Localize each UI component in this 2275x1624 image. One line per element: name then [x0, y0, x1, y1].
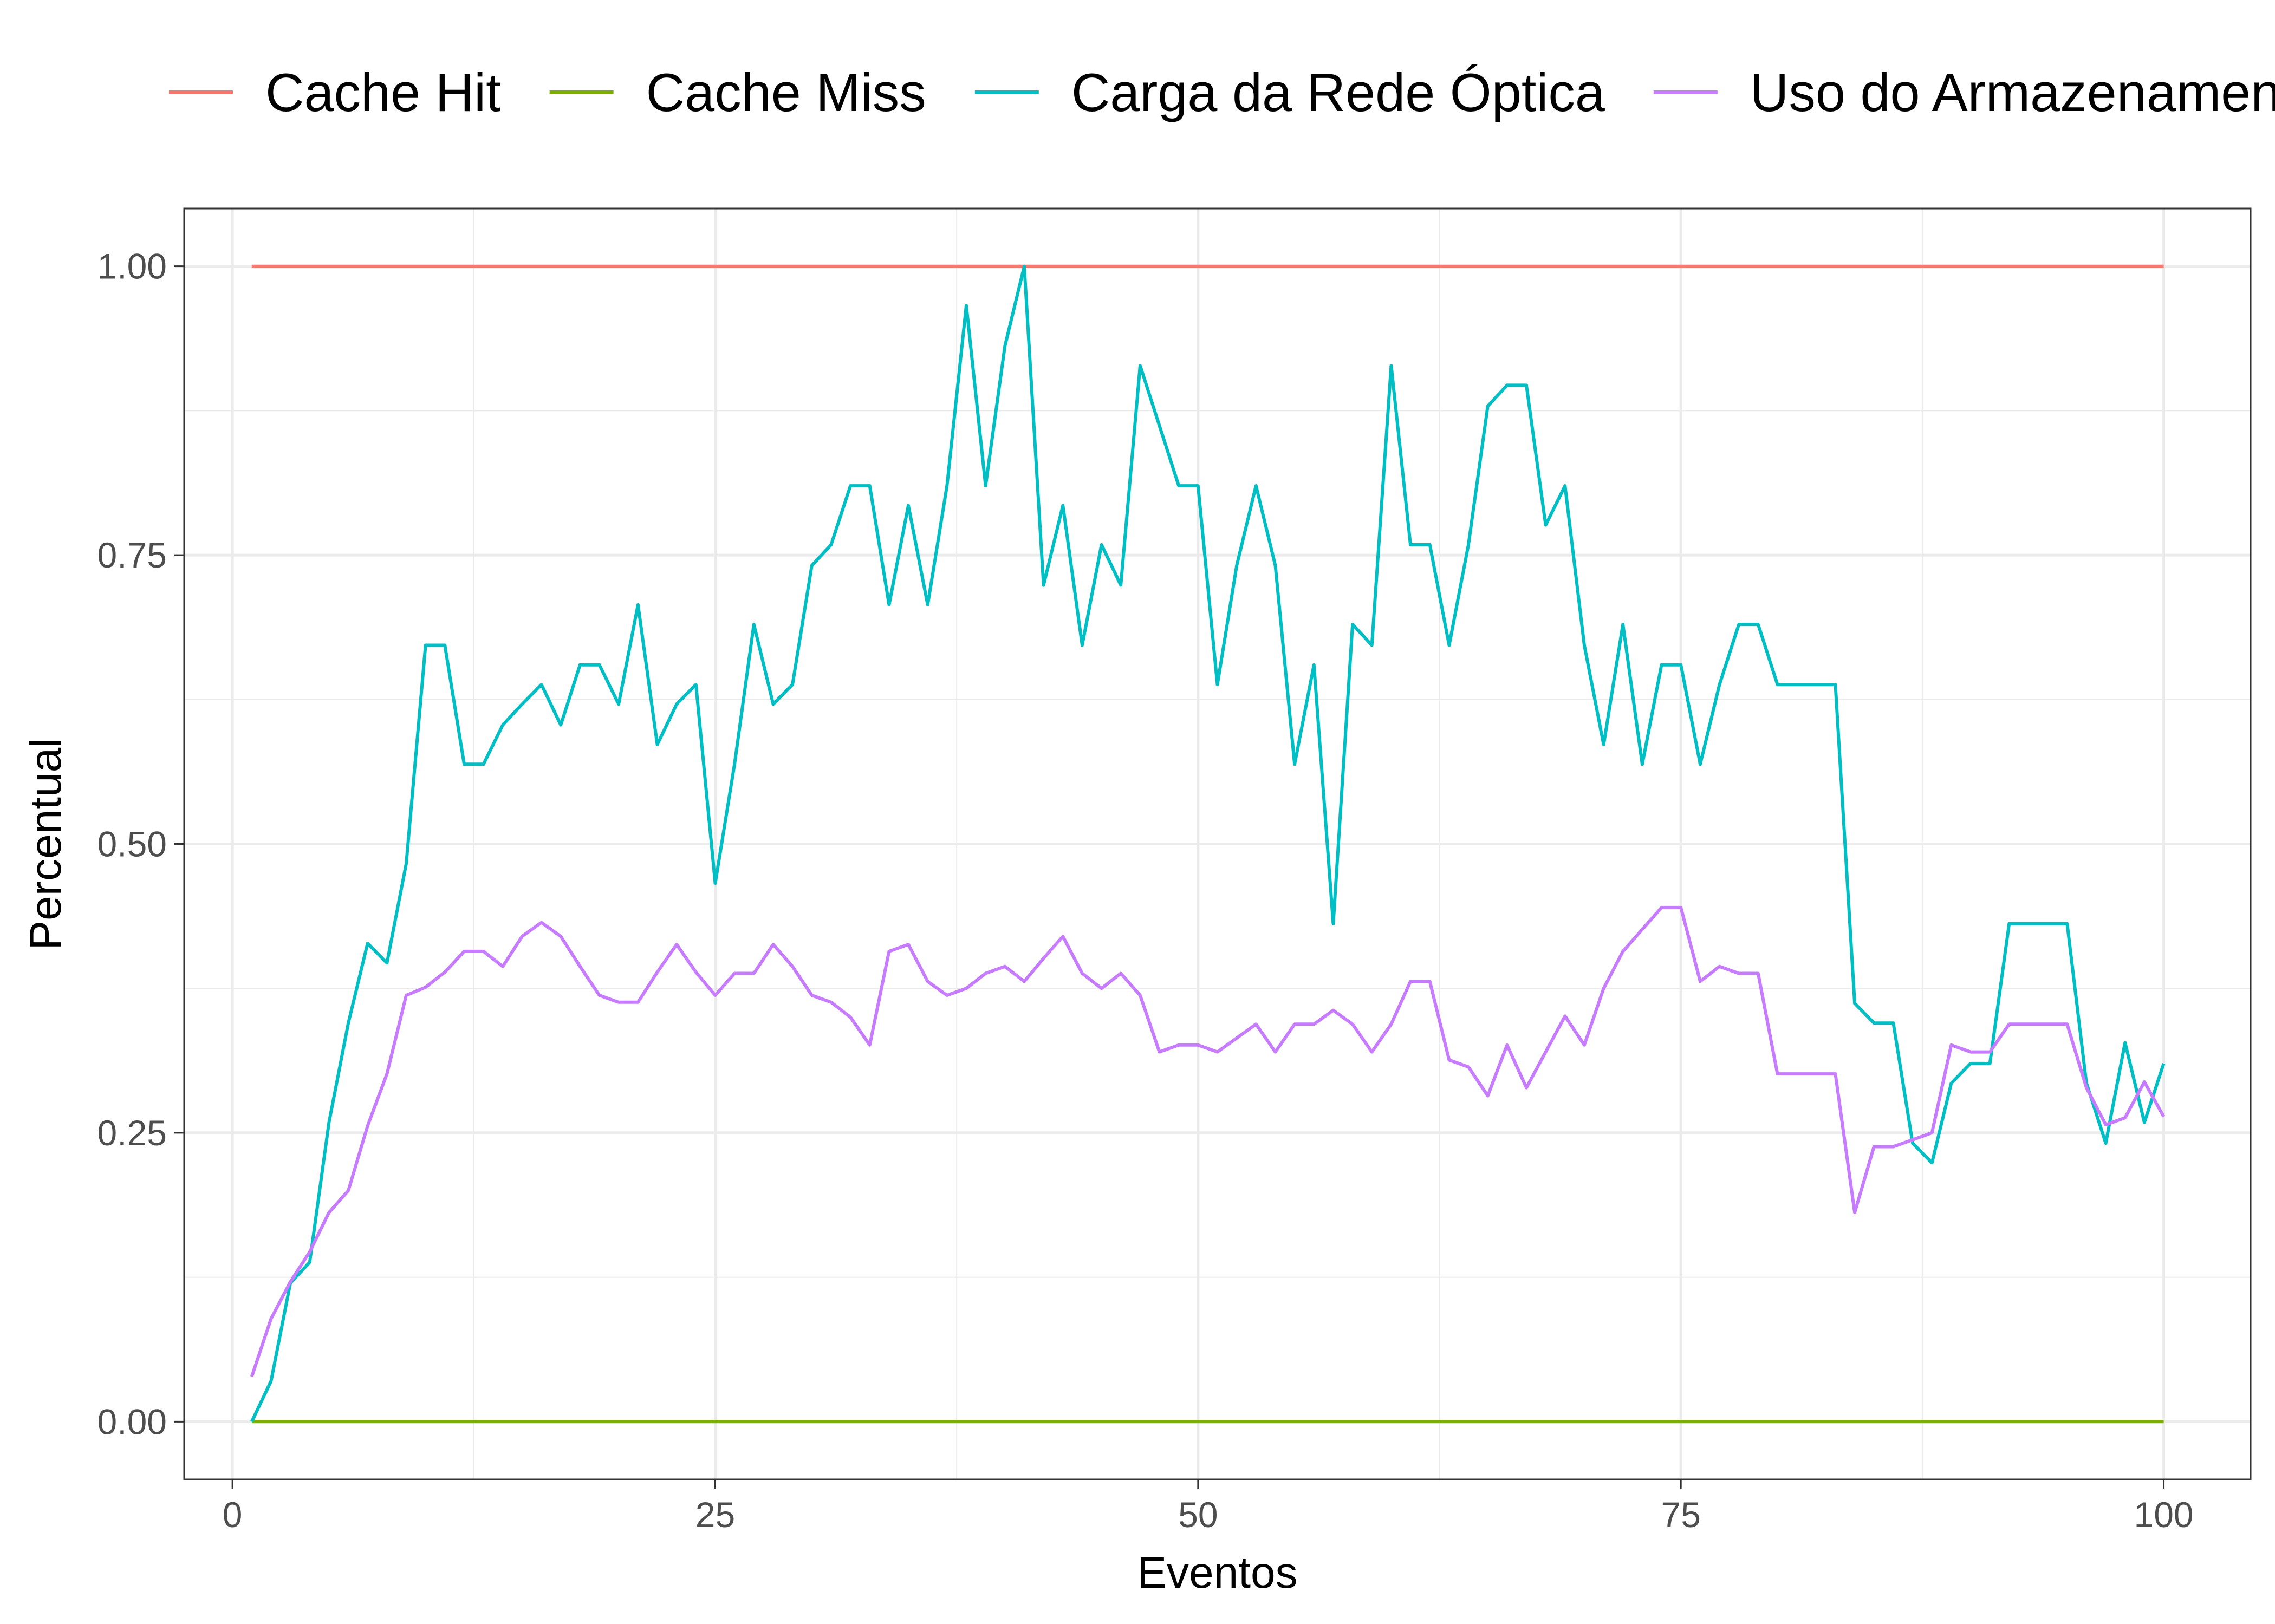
legend-item-1: Cache Hit — [169, 62, 501, 122]
series-line-3 — [250, 264, 2166, 1423]
series-layer — [250, 264, 2166, 1424]
x-tick-label: 50 — [1178, 1495, 1218, 1535]
legend-item-4: Uso do Armazenamento — [1653, 62, 2275, 122]
legend-label: Carga da Rede Óptica — [1071, 62, 1606, 122]
y-tick-label: 0.75 — [98, 535, 167, 575]
x-axis: 0 25 50 75 100 — [223, 1479, 2194, 1535]
legend-label: Uso do Armazenamento — [1750, 62, 2275, 122]
y-axis: 0.00 0.25 0.50 0.75 1.00 — [98, 246, 184, 1442]
legend-item-3: Carga da Rede Óptica — [974, 62, 1606, 122]
legend-label: Cache Miss — [646, 62, 926, 122]
y-tick-label: 0.50 — [98, 824, 167, 864]
legend: Cache Hit Cache Miss Carga da Rede Óptica U… — [169, 62, 2275, 122]
y-tick-label: 1.00 — [98, 246, 167, 286]
y-tick-label: 0.00 — [98, 1401, 167, 1442]
x-tick-label: 25 — [696, 1495, 735, 1535]
legend-item-2: Cache Miss — [549, 62, 926, 122]
x-tick-label: 0 — [223, 1495, 243, 1535]
x-axis-title: Eventos — [1137, 1548, 1297, 1597]
x-tick-label: 100 — [2134, 1495, 2193, 1535]
legend-label: Cache Hit — [265, 62, 501, 122]
y-axis-title: Percentual — [21, 738, 70, 950]
x-tick-label: 75 — [1661, 1495, 1700, 1535]
y-tick-label: 0.25 — [98, 1113, 167, 1153]
series-line-4 — [250, 905, 2166, 1378]
